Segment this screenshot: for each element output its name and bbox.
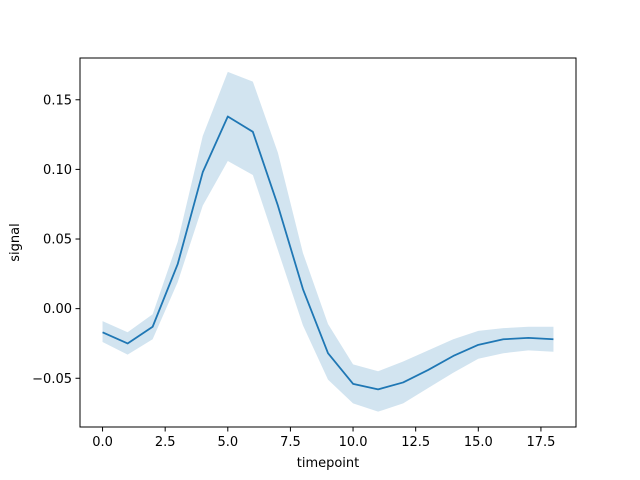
- x-tick-label: 5.0: [217, 435, 238, 450]
- y-tick-label: −0.05: [32, 372, 72, 387]
- y-tick-label: 0.00: [43, 302, 72, 317]
- x-tick-label: 15.0: [464, 435, 493, 450]
- plot-area: [102, 71, 554, 412]
- x-tick-label: 2.5: [155, 435, 176, 450]
- y-tick-label: 0.05: [43, 233, 72, 248]
- series-line: [102, 115, 554, 391]
- y-tick-label: 0.10: [43, 163, 72, 178]
- x-tick-label: 10.0: [339, 435, 368, 450]
- x-axis-ticks: 0.0 2.5 5.0 7.5 10.0 12.5 15.0 17.5: [92, 427, 555, 450]
- y-axis-ticks: −0.05 0.00 0.05 0.10 0.15: [32, 93, 80, 387]
- x-axis-label: timepoint: [297, 456, 360, 471]
- y-axis-label: signal: [8, 223, 23, 261]
- x-tick-label: 0.0: [92, 435, 113, 450]
- x-tick-label: 7.5: [280, 435, 301, 450]
- axes-frame: [79, 57, 577, 428]
- confidence-band: [102, 71, 554, 412]
- y-tick-label: 0.15: [43, 93, 72, 108]
- x-tick-label: 12.5: [401, 435, 430, 450]
- x-tick-label: 17.5: [526, 435, 555, 450]
